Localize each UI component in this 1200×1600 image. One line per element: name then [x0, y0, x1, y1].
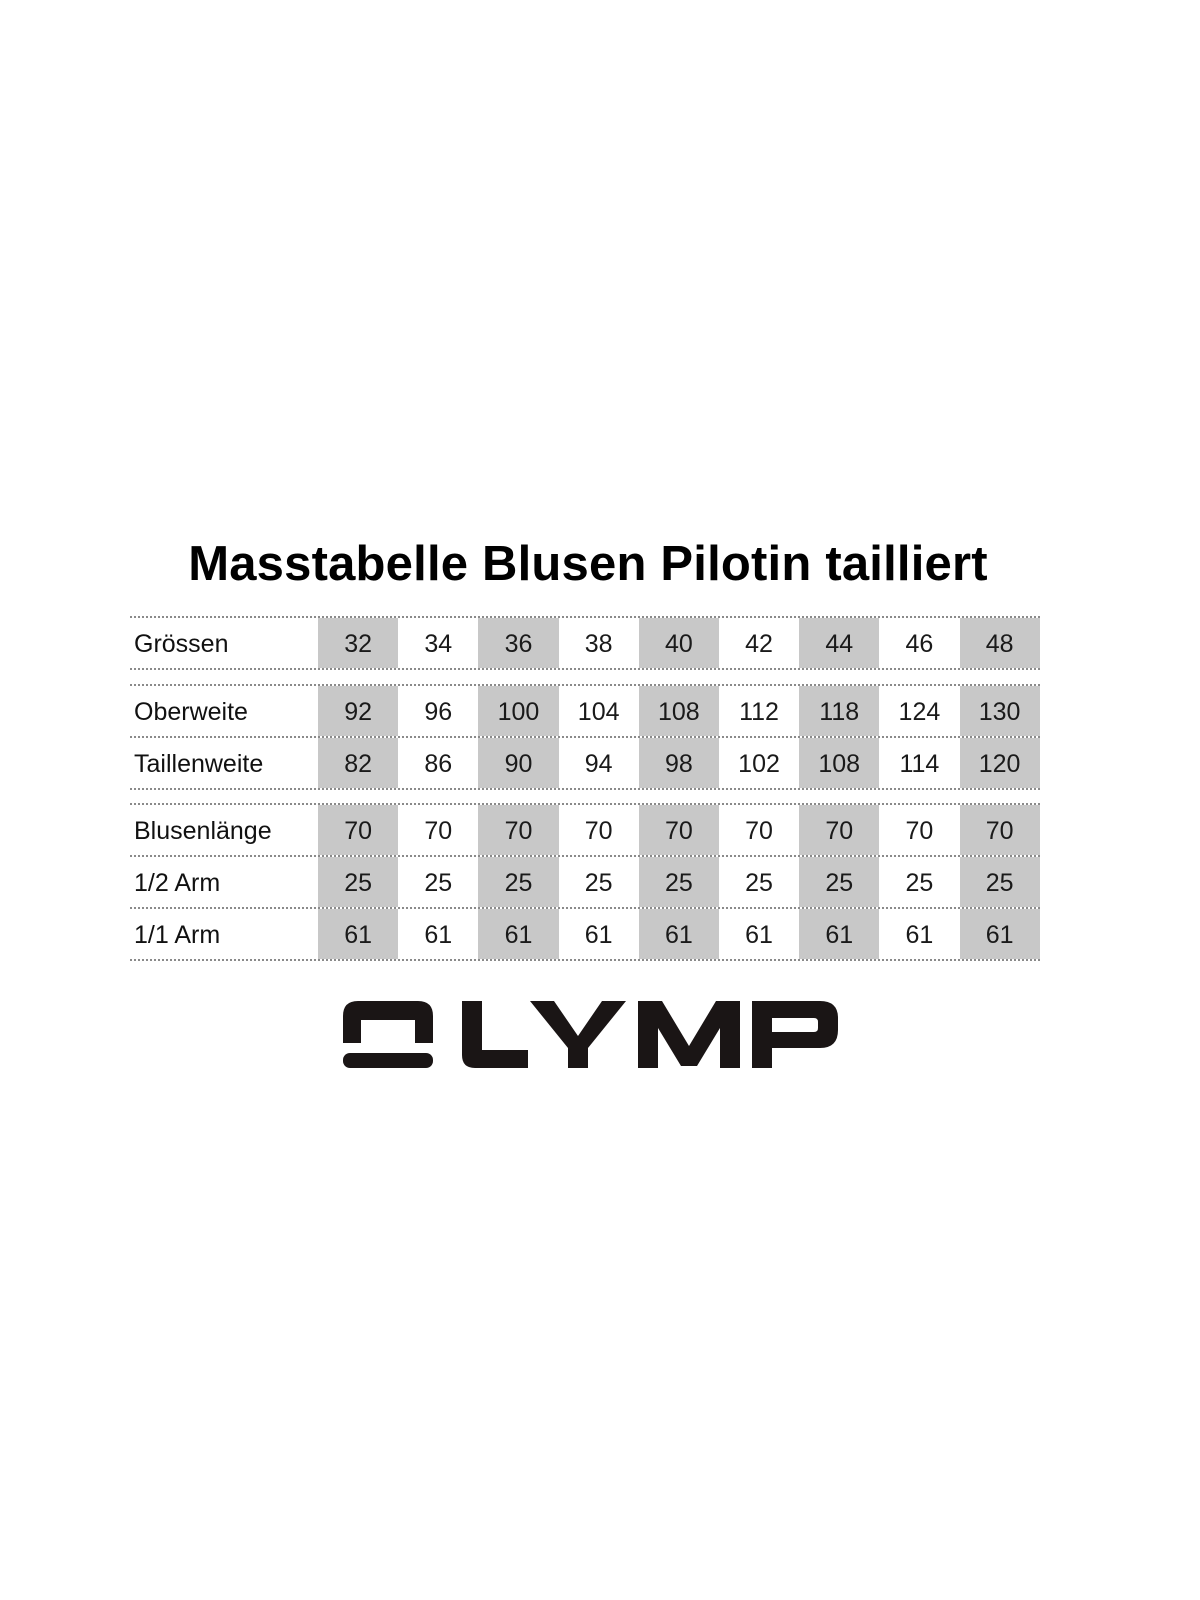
- table-cell: 61: [959, 909, 1040, 959]
- table-row: Grössen 32 34 36 38 40 42 44 46 48: [130, 618, 1040, 670]
- table-cell: 70: [799, 805, 880, 855]
- table-row: 1/1 Arm 61 61 61 61 61 61 61 61 61: [130, 909, 1040, 961]
- table-cell: 46: [905, 630, 934, 658]
- row-label: Oberweite: [134, 698, 248, 726]
- table-cell: 61: [584, 921, 613, 949]
- table-cell: 70: [638, 805, 719, 855]
- table-cell: 25: [799, 857, 880, 907]
- table-cell: 25: [584, 869, 613, 897]
- table-cell: 94: [584, 750, 613, 778]
- table-row: Blusenlänge 70 70 70 70 70 70 70 70 70: [130, 805, 1040, 857]
- table-cell: 61: [424, 921, 453, 949]
- row-label: Grössen: [134, 630, 229, 658]
- table-cell: 61: [799, 909, 880, 959]
- table-cell: 70: [424, 817, 453, 845]
- logo-letter-o: [343, 1001, 433, 1043]
- table-cell: 70: [318, 805, 399, 855]
- table-cell: 38: [584, 630, 613, 658]
- olymp-logo: [343, 1001, 838, 1068]
- logo-letter-p: [752, 1001, 838, 1068]
- row-label: 1/2 Arm: [134, 869, 221, 897]
- table-cell: 108: [799, 738, 880, 788]
- table-cell: 104: [577, 698, 620, 726]
- table-cell: 98: [638, 738, 719, 788]
- table-row: Taillenweite 82 86 90 94 98 102 108 114 120: [130, 738, 1040, 790]
- table-cell: 25: [318, 857, 399, 907]
- table-cell: 118: [799, 686, 880, 736]
- table-cell: 114: [899, 750, 940, 778]
- table-cell: 124: [898, 698, 941, 726]
- table-cell: 34: [424, 630, 453, 658]
- row-label: Taillenweite: [134, 750, 264, 778]
- logo-letter-l: [462, 1001, 528, 1068]
- row-label: Blusenlänge: [134, 817, 272, 845]
- table-row: Oberweite 92 96 100 104 108 112 118 124 130: [130, 686, 1040, 738]
- table-cell: 25: [745, 869, 773, 897]
- table-cell: 61: [905, 921, 934, 949]
- table-cell: 70: [584, 817, 613, 845]
- logo-letter-m: [638, 1001, 740, 1068]
- table-cell: 120: [959, 738, 1040, 788]
- table-cell: 100: [478, 686, 559, 736]
- table-cell: 44: [799, 618, 880, 668]
- table-cell: 42: [745, 630, 773, 658]
- table-cell: 25: [959, 857, 1040, 907]
- table-cell: 112: [739, 698, 779, 726]
- table-cell: 86: [424, 750, 453, 778]
- table-cell: 25: [638, 857, 719, 907]
- table-cell: 82: [318, 738, 399, 788]
- table-cell: 90: [478, 738, 559, 788]
- row-label: 1/1 Arm: [134, 921, 221, 949]
- table-cell: 48: [959, 618, 1040, 668]
- table-cell: 61: [638, 909, 719, 959]
- table-cell: 32: [318, 618, 399, 668]
- table-cell: 96: [424, 698, 453, 726]
- page-title: Masstabelle Blusen Pilotin tailliert: [188, 537, 988, 591]
- logo-letter-o-bar: [343, 1053, 433, 1068]
- table-group: Oberweite 92 96 100 104 108 112 118 124 130 Taille…: [130, 684, 1040, 790]
- table-cell: 36: [478, 618, 559, 668]
- table-cell: 102: [738, 750, 780, 778]
- table-cell: 25: [424, 869, 453, 897]
- table-cell: 70: [745, 817, 773, 845]
- table-cell: 40: [638, 618, 719, 668]
- logo-letter-y: [530, 1001, 626, 1068]
- table-cell: 92: [318, 686, 399, 736]
- table-cell: 61: [745, 921, 773, 949]
- table-cell: 25: [478, 857, 559, 907]
- table-group: Grössen 32 34 36 38 40 42 44 46 48: [130, 616, 1040, 670]
- table-cell: 61: [478, 909, 559, 959]
- table-row: 1/2 Arm 25 25 25 25 25 25 25 25 25: [130, 857, 1040, 909]
- table-cell: 108: [638, 686, 719, 736]
- table-cell: 61: [318, 909, 399, 959]
- table-cell: 70: [478, 805, 559, 855]
- table-group: Blusenlänge 70 70 70 70 70 70 70 70 70 1/2 Arm 25 25…: [130, 803, 1040, 961]
- table-cell: 70: [959, 805, 1040, 855]
- table-cell: 25: [905, 869, 934, 897]
- table-cell: 130: [959, 686, 1040, 736]
- table-cell: 70: [905, 817, 934, 845]
